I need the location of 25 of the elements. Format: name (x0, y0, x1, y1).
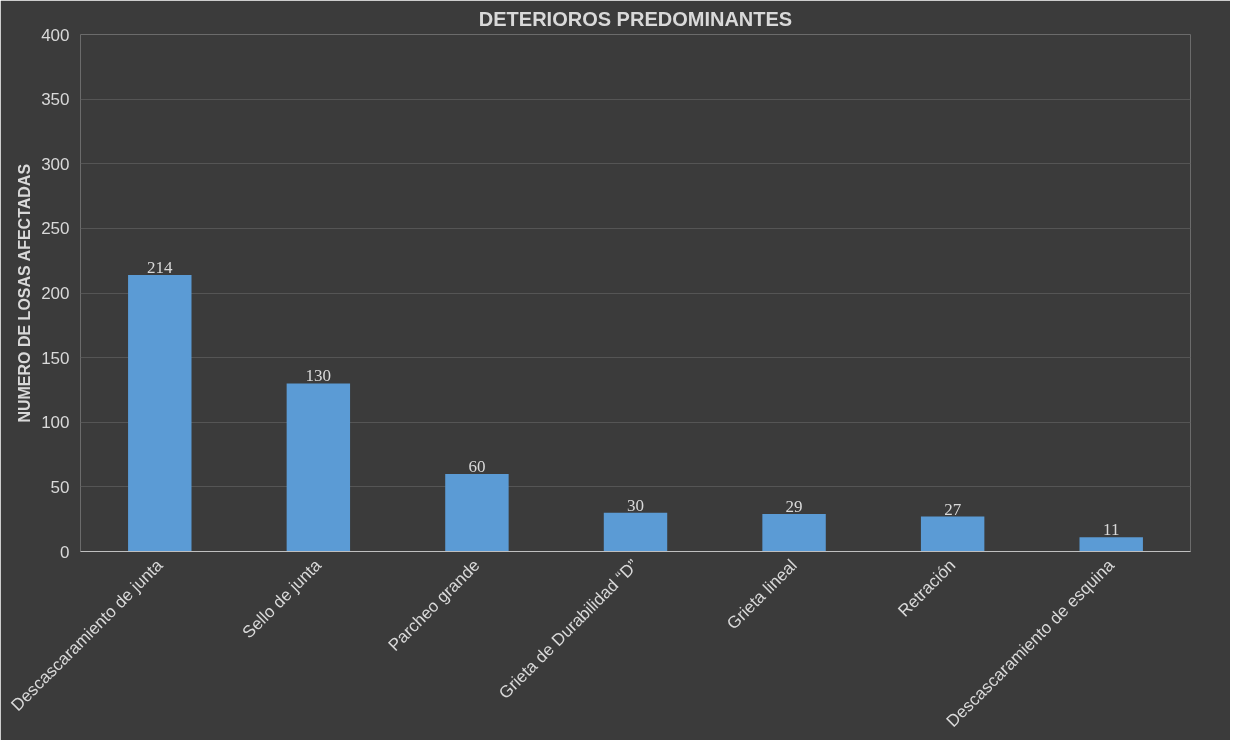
y-tick-label: 250 (41, 219, 70, 239)
y-tick-label: 150 (41, 348, 70, 368)
bar (286, 383, 351, 552)
bar (445, 473, 509, 552)
data-label: 60 (468, 456, 486, 476)
y-tick-label: 300 (41, 154, 70, 174)
data-label: 30 (627, 495, 644, 515)
y-tick-label: 400 (41, 25, 70, 45)
data-label: 214 (147, 257, 174, 277)
chart-title: DETERIOROS PREDOMINANTES (478, 7, 793, 30)
y-tick-label: 350 (41, 90, 70, 110)
data-label: 27 (944, 499, 962, 519)
bar (762, 514, 826, 552)
bar (920, 516, 985, 552)
y-tick-label: 0 (60, 542, 70, 562)
y-tick-label: 200 (41, 284, 70, 303)
y-tick-label: 100 (41, 413, 70, 433)
bar (1079, 537, 1143, 552)
data-label: 11 (1103, 520, 1120, 540)
bar (603, 512, 668, 552)
data-label: 29 (785, 497, 803, 517)
y-tick-label: 50 (50, 477, 70, 497)
bar (128, 274, 192, 552)
data-label: 130 (305, 366, 332, 386)
y-axis-title: NUMERO DE LOSAS AFECTADAS (16, 163, 34, 423)
